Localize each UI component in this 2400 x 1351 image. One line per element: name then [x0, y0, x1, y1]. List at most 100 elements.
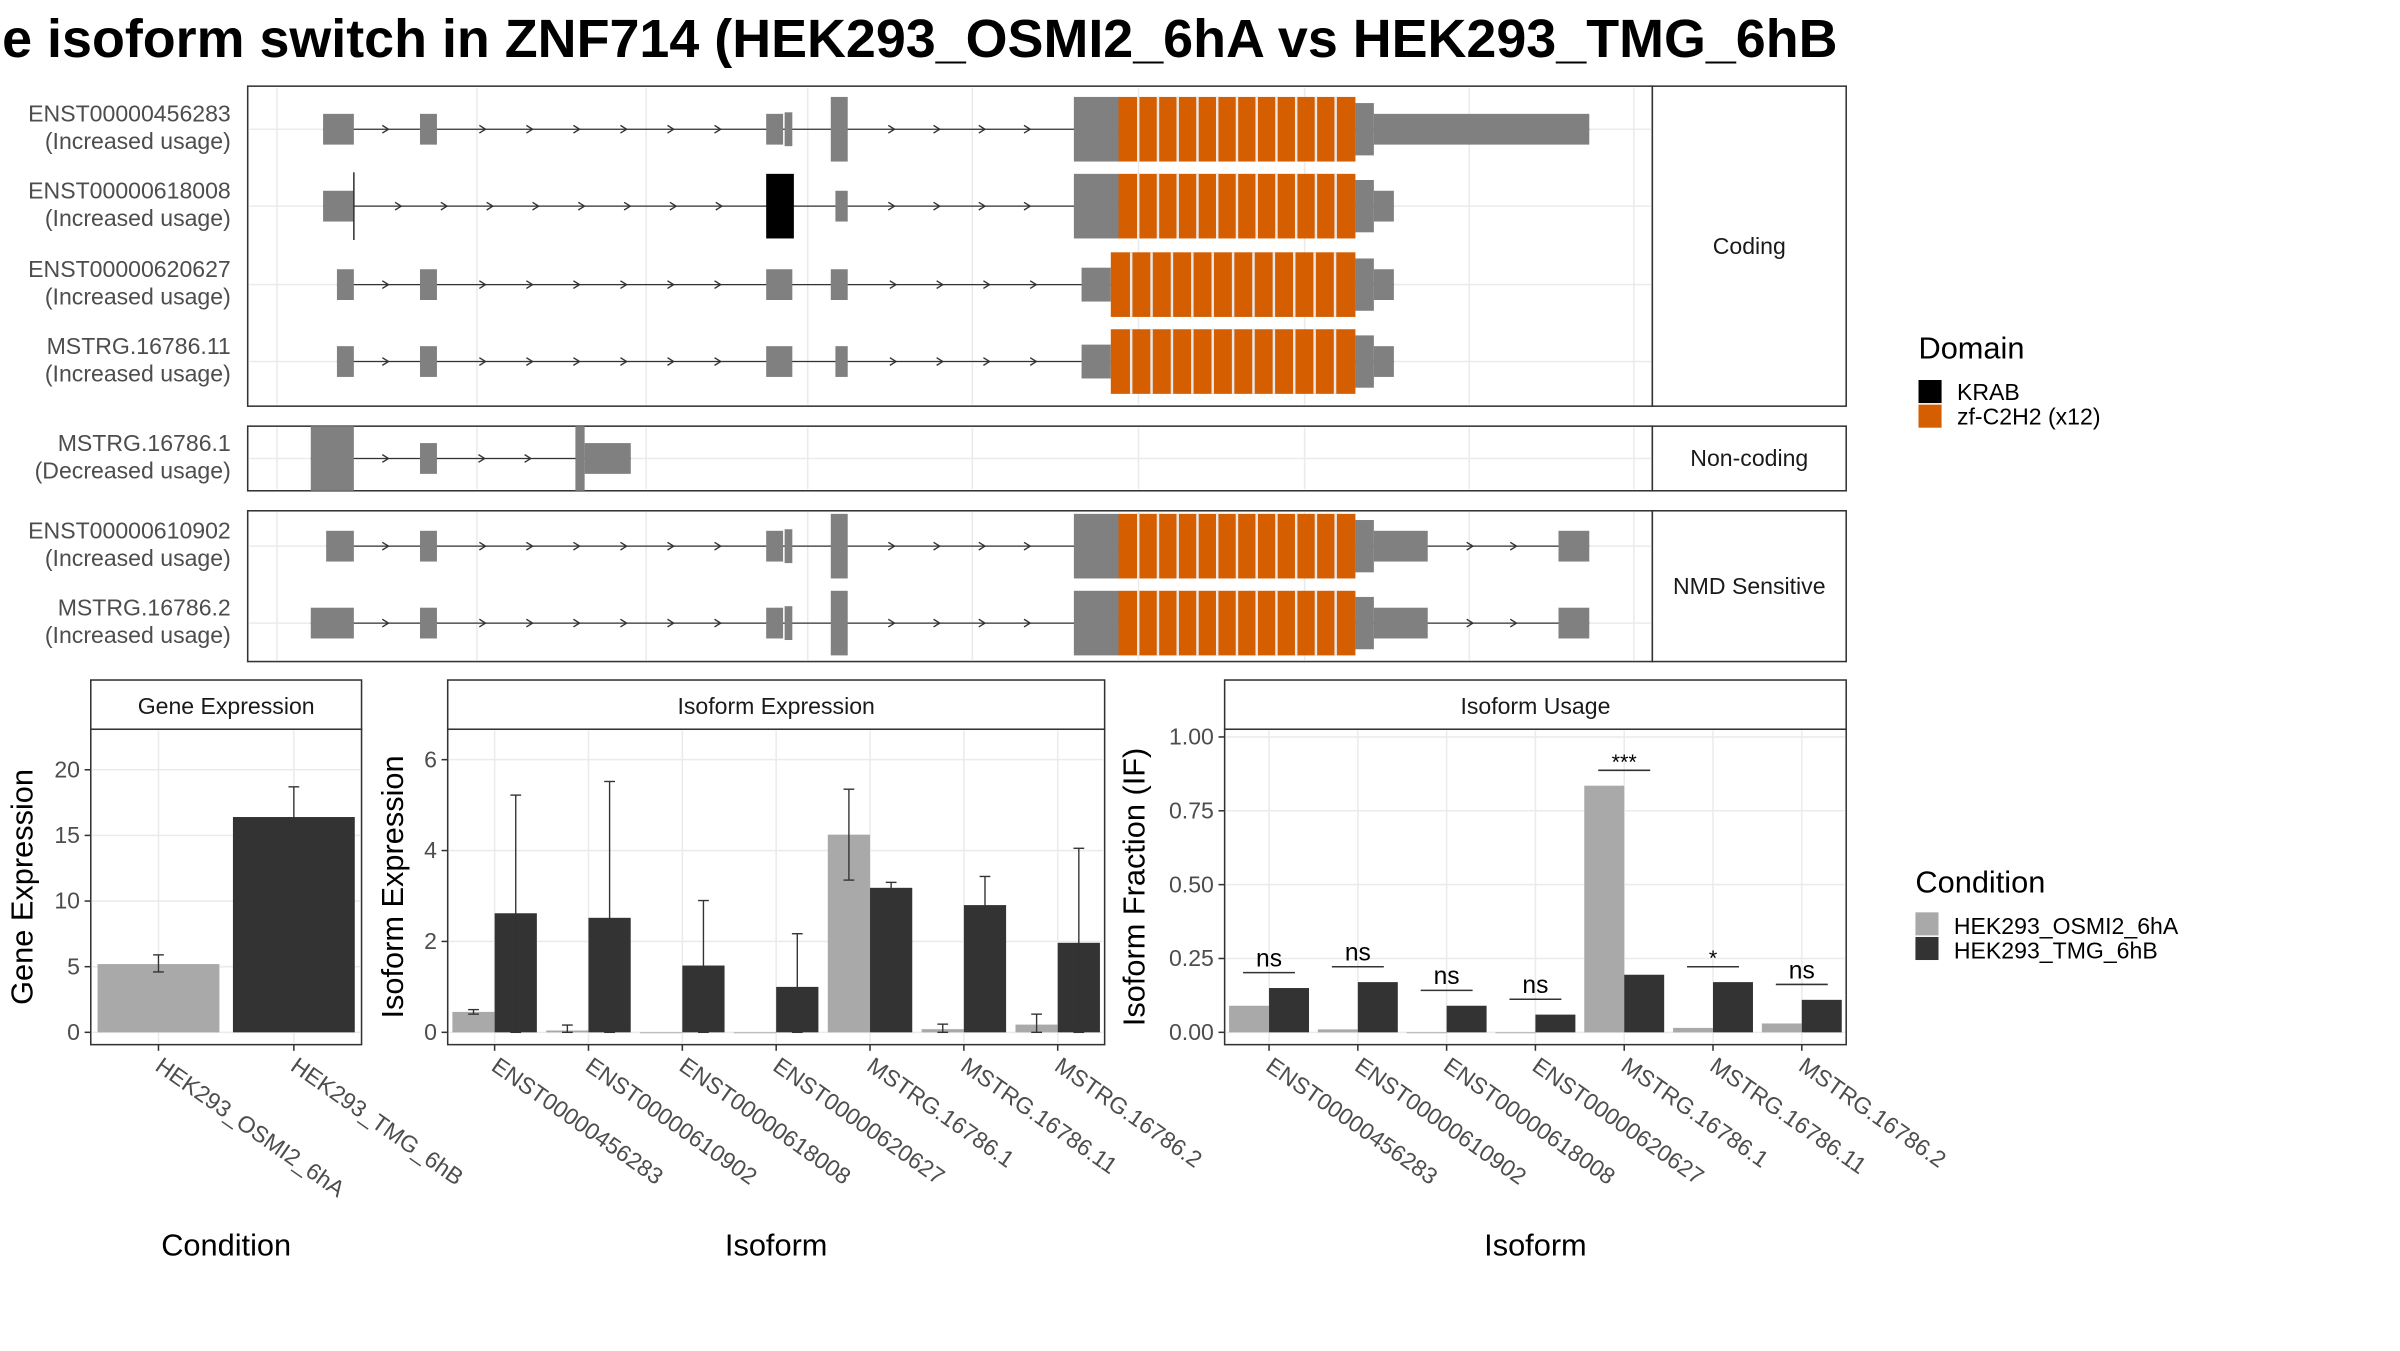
exon-block [766, 530, 784, 562]
bar-panel-0: Gene Expression05101520HEK293_OSMI2_6hAH… [4, 679, 468, 1262]
data-bar [1535, 1014, 1576, 1033]
x-tick-label: MSTRG.16786.1 [1617, 1052, 1774, 1173]
exon-block [766, 607, 784, 639]
data-bar [640, 1032, 683, 1034]
legend-zf-label: zf-C2H2 (x12) [1957, 404, 2101, 430]
significance-label: ns [1434, 963, 1460, 990]
isoform-usage-label: (Increased usage) [45, 205, 231, 231]
y-axis-title: Isoform Fraction (IF) [1117, 748, 1152, 1027]
data-bar [733, 1032, 777, 1034]
data-bar [1229, 1005, 1270, 1033]
data-bar [1624, 974, 1665, 1033]
y-tick-label: 0.75 [1169, 797, 1214, 823]
y-tick-label: 4 [424, 837, 437, 863]
intron-arrow [381, 124, 390, 134]
data-bar [1761, 1023, 1802, 1033]
data-bar [452, 1011, 495, 1033]
intron-arrow [486, 201, 495, 211]
isoform-id-label: MSTRG.16786.11 [47, 333, 231, 359]
exon-block [420, 607, 437, 639]
group-strip-label: Non-coding [1690, 445, 1808, 471]
panel-strip-title: Isoform Expression [677, 693, 874, 719]
y-tick-label: 10 [54, 888, 80, 914]
exon-block [420, 346, 437, 377]
intron-arrow [933, 201, 942, 211]
isoform-id-label: ENST00000456283 [28, 101, 231, 127]
isoform-id-label: ENST00000610902 [28, 517, 231, 543]
isoform-usage-label: (Increased usage) [45, 284, 231, 310]
exon-block [336, 269, 354, 301]
exon-block [1558, 607, 1590, 639]
isoform-usage-label: (Increased usage) [45, 361, 231, 387]
intron-arrow [1466, 541, 1475, 551]
intron-arrow [573, 618, 581, 628]
y-tick-label: 0.25 [1169, 945, 1214, 971]
x-tick-label: MSTRG.16786.11 [956, 1052, 1122, 1179]
group-strip-label: NMD Sensitive [1673, 573, 1826, 599]
intron-arrow [381, 357, 390, 366]
intron-arrow [381, 618, 390, 628]
data-bar [1317, 1029, 1358, 1033]
intron-arrow [978, 124, 987, 134]
intron-arrow [667, 541, 675, 551]
intron-arrow [478, 454, 486, 463]
domain-legend-title: Domain [1919, 330, 2025, 365]
data-bar [1801, 999, 1842, 1033]
intron-arrow [933, 541, 942, 551]
isoform-id-label: MSTRG.16786.2 [58, 594, 231, 620]
legend-krab-key [1918, 380, 1942, 404]
intron-arrow [620, 618, 628, 628]
exon-block [1373, 530, 1428, 562]
isoform-id-label: ENST00000618008 [28, 177, 231, 203]
intron-arrow [620, 357, 628, 366]
intron-arrow [620, 541, 628, 551]
intron-arrow [667, 124, 675, 134]
intron-arrow [440, 201, 449, 211]
x-tick-label: ENST00000456283 [487, 1052, 668, 1190]
x-tick-label: ENST00000618008 [675, 1052, 856, 1190]
x-axis-title: Isoform [1484, 1227, 1587, 1262]
intron-arrow [381, 280, 390, 290]
intron-arrow [1023, 618, 1032, 628]
intron-arrow [623, 201, 632, 211]
intron-arrow [478, 618, 487, 628]
exon-block [1081, 267, 1111, 302]
intron-arrow [887, 541, 896, 551]
intron-arrow [526, 280, 534, 290]
intron-arrow [714, 280, 722, 290]
intron-arrow [381, 454, 390, 463]
structure-panel [246, 510, 1654, 663]
intron-arrow [526, 124, 534, 134]
exon-block [830, 96, 848, 162]
significance-label: ns [1522, 972, 1548, 999]
exon-block [1373, 269, 1394, 301]
y-tick-label: 15 [54, 822, 80, 848]
exon-block [1355, 335, 1374, 388]
isoform-group-1: Non-coding MSTRG.16786.1(Decreased usage) [35, 425, 1847, 492]
isoform-id-label: ENST00000620627 [28, 256, 231, 282]
isoform-id-label: MSTRG.16786.1 [58, 430, 231, 456]
exon-block [784, 112, 793, 147]
intron-arrow [933, 618, 942, 628]
intron-arrow [667, 280, 675, 290]
intron-arrow [714, 541, 722, 551]
exon-block [420, 443, 437, 474]
exon-block [766, 113, 784, 145]
data-bar [97, 964, 220, 1033]
intron-arrow [573, 357, 581, 366]
data-bar [870, 887, 913, 1033]
intron-arrow [978, 201, 987, 211]
intron-arrow [1029, 280, 1038, 290]
exon-block [1373, 113, 1590, 145]
exon-block [1355, 596, 1374, 650]
panel-strip [1223, 679, 1847, 731]
exon-block [420, 530, 437, 562]
significance-label: *** [1612, 750, 1638, 774]
intron-arrow [526, 357, 534, 366]
exon-block [1073, 96, 1119, 162]
intron-arrow [978, 541, 987, 551]
y-tick-label: 0.50 [1169, 871, 1214, 897]
